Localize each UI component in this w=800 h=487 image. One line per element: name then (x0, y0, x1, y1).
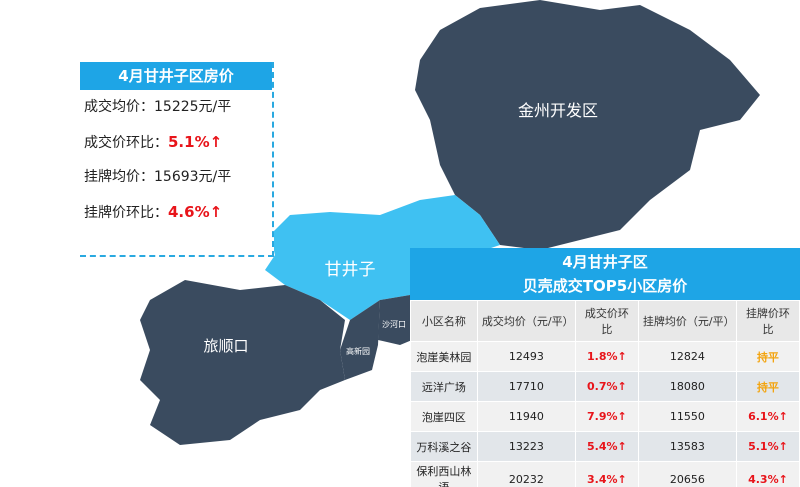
info-label: 成交均价： (84, 99, 154, 115)
table-cell: 泡崖美林园 (410, 341, 478, 372)
table-cell: 20656 (637, 461, 737, 487)
info-item: 成交价环比：5.1%↑ (80, 125, 272, 160)
title-line: 4月甘井子区 (562, 253, 648, 271)
table-row: 远洋广场 17710 0.7%↑ 18080 持平 (410, 371, 800, 402)
header-cell: 成交价环比 (574, 300, 639, 342)
table-cell: 远洋广场 (410, 371, 478, 402)
lvshun-region (140, 280, 345, 445)
table-cell: 5.1%↑ (735, 431, 800, 462)
table-cell: 持平 (735, 371, 800, 402)
table-cell: 13223 (476, 431, 576, 462)
region-label: 高新园 (346, 346, 370, 356)
table-row: 泡崖美林园 12493 1.8%↑ 12824 持平 (410, 341, 800, 372)
table-cell: 11940 (476, 401, 576, 432)
table-cell: 6.1%↑ (735, 401, 800, 432)
info-value: 5.1%↑ (168, 133, 223, 151)
region-label: 沙河口 (382, 319, 406, 329)
info-title: 4月甘井子区房价 (80, 62, 272, 90)
table-row: 泡崖四区 11940 7.9%↑ 11550 6.1%↑ (410, 401, 800, 432)
table-cell: 持平 (735, 341, 800, 372)
table-cell: 18080 (637, 371, 737, 402)
top5-table: 4月甘井子区贝壳成交TOP5小区房价 小区名称 成交均价（元/平） 成交价环比 挂牌均… (410, 248, 800, 487)
table-cell: 20232 (476, 461, 576, 487)
info-box: 4月甘井子区房价 成交均价：15225元/平 成交价环比：5.1%↑ 挂牌均价：15… (80, 62, 274, 257)
table-cell: 12824 (637, 341, 737, 372)
table-cell: 12493 (476, 341, 576, 372)
table-body: 泡崖美林园 12493 1.8%↑ 12824 持平 远洋广场 17710 0.7%↑ 1808… (410, 341, 800, 487)
table-cell: 5.4%↑ (574, 431, 639, 462)
info-item: 成交均价：15225元/平 (80, 90, 272, 125)
table: 小区名称 成交均价（元/平） 成交价环比 挂牌均价（元/平） 挂牌价环比 泡崖美林园 124… (410, 300, 800, 487)
region-label: 金州开发区 (518, 101, 598, 120)
table-cell: 1.8%↑ (574, 341, 639, 372)
region-label: 旅顺口 (203, 337, 248, 355)
table-cell: 7.9%↑ (574, 401, 639, 432)
table-cell: 13583 (637, 431, 737, 462)
info-label: 挂牌均价： (84, 169, 154, 185)
shahekou-region (378, 295, 412, 345)
table-row: 万科溪之谷 13223 5.4%↑ 13583 5.1%↑ (410, 431, 800, 462)
gaoxinyuan-region (340, 300, 380, 380)
table-cell: 万科溪之谷 (410, 431, 478, 462)
info-item: 挂牌价环比：4.6%↑ (80, 195, 272, 230)
table-cell: 11550 (637, 401, 737, 432)
header-row: 小区名称 成交均价（元/平） 成交价环比 挂牌均价（元/平） 挂牌价环比 (410, 300, 800, 342)
table-cell: 泡崖四区 (410, 401, 478, 432)
table-cell: 3.4%↑ (574, 461, 639, 487)
info-value: 15693元/平 (154, 169, 232, 185)
header-cell: 成交均价（元/平） (476, 300, 576, 342)
info-item: 挂牌均价：15693元/平 (80, 160, 272, 195)
table-cell: 0.7%↑ (574, 371, 639, 402)
table-title: 4月甘井子区贝壳成交TOP5小区房价 (410, 248, 800, 300)
ganjingzi-region (265, 195, 500, 320)
region-label: 甘井子 (325, 260, 376, 280)
header-cell: 挂牌均价（元/平） (637, 300, 737, 342)
info-value: 15225元/平 (154, 99, 232, 115)
header-cell: 挂牌价环比 (735, 300, 800, 342)
title-line: 贝壳成交TOP5小区房价 (522, 277, 688, 295)
table-cell: 保利西山林语 (410, 461, 478, 487)
jinzhou-region (415, 0, 760, 250)
info-value: 4.6%↑ (168, 203, 223, 221)
table-cell: 17710 (476, 371, 576, 402)
info-items: 成交均价：15225元/平 成交价环比：5.1%↑ 挂牌均价：15693元/平 挂牌价… (80, 90, 272, 230)
table-cell: 4.3%↑ (735, 461, 800, 487)
header-cell: 小区名称 (410, 300, 478, 342)
info-label: 成交价环比： (84, 135, 168, 151)
info-label: 挂牌价环比： (84, 205, 168, 221)
